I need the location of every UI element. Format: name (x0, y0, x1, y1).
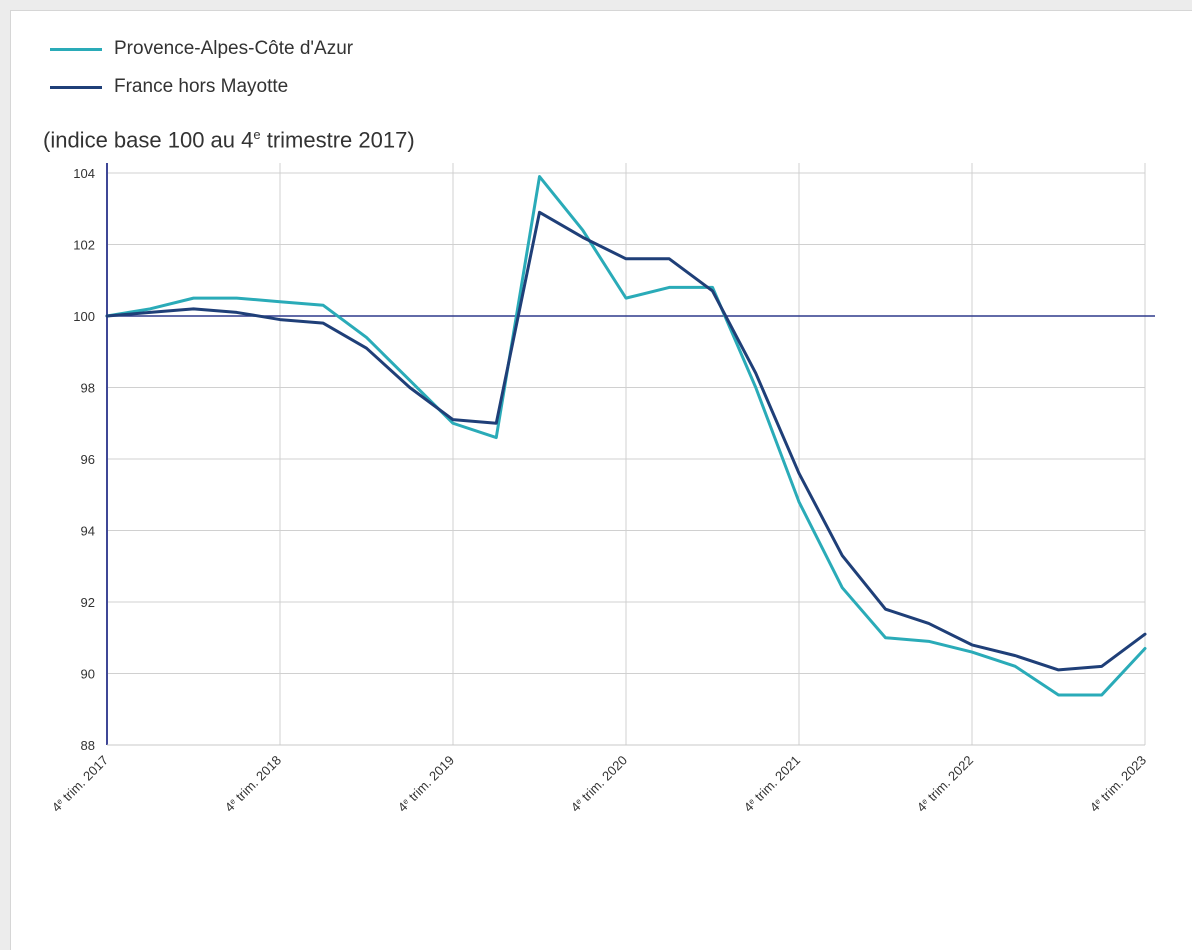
y-tick-label-88: 88 (81, 738, 95, 753)
subtitle-text-start: (indice base 100 au 4 (43, 127, 254, 153)
legend-label-paca: Provence-Alpes-Côte d'Azur (114, 38, 354, 59)
y-tick-label-104: 104 (73, 166, 95, 181)
x-tick-label-4: 4e trim. 2018 (222, 753, 284, 815)
legend-label-france: France hors Mayotte (114, 76, 289, 97)
chart-panel (10, 10, 1192, 950)
legend-swatch-paca (50, 47, 102, 51)
x-tick-label-12: 4e trim. 2020 (568, 753, 630, 815)
series-line-paca (105, 175, 1147, 697)
x-tick-label-16: 4e trim. 2021 (741, 753, 803, 815)
y-tick-label-102: 102 (73, 238, 95, 253)
y-tick-label-100: 100 (73, 309, 95, 324)
y-tick-label-90: 90 (81, 667, 95, 682)
legend-item-france[interactable]: France hors Mayotte (50, 76, 353, 98)
x-tick-label-8: 4e trim. 2019 (395, 753, 457, 815)
legend-item-paca[interactable]: Provence-Alpes-Côte d'Azur (50, 38, 353, 60)
series-line-france (105, 210, 1147, 672)
legend-swatch-france (50, 85, 102, 89)
y-tick-label-98: 98 (81, 381, 95, 396)
y-tick-label-96: 96 (81, 452, 95, 467)
x-tick-label-20: 4e trim. 2022 (914, 753, 976, 815)
y-tick-label-92: 92 (81, 595, 95, 610)
legend: Provence-Alpes-Côte d'Azur France hors M… (50, 38, 353, 114)
chart-subtitle: (indice base 100 au 4e trimestre 2017) (43, 127, 415, 153)
x-tick-label-0: 4e trim. 2017 (49, 753, 111, 815)
y-tick-label-94: 94 (81, 524, 95, 539)
subtitle-superscript: e (253, 127, 261, 142)
subtitle-text-end: trimestre 2017) (260, 127, 415, 153)
x-tick-label-24: 4e trim. 2023 (1087, 753, 1149, 815)
